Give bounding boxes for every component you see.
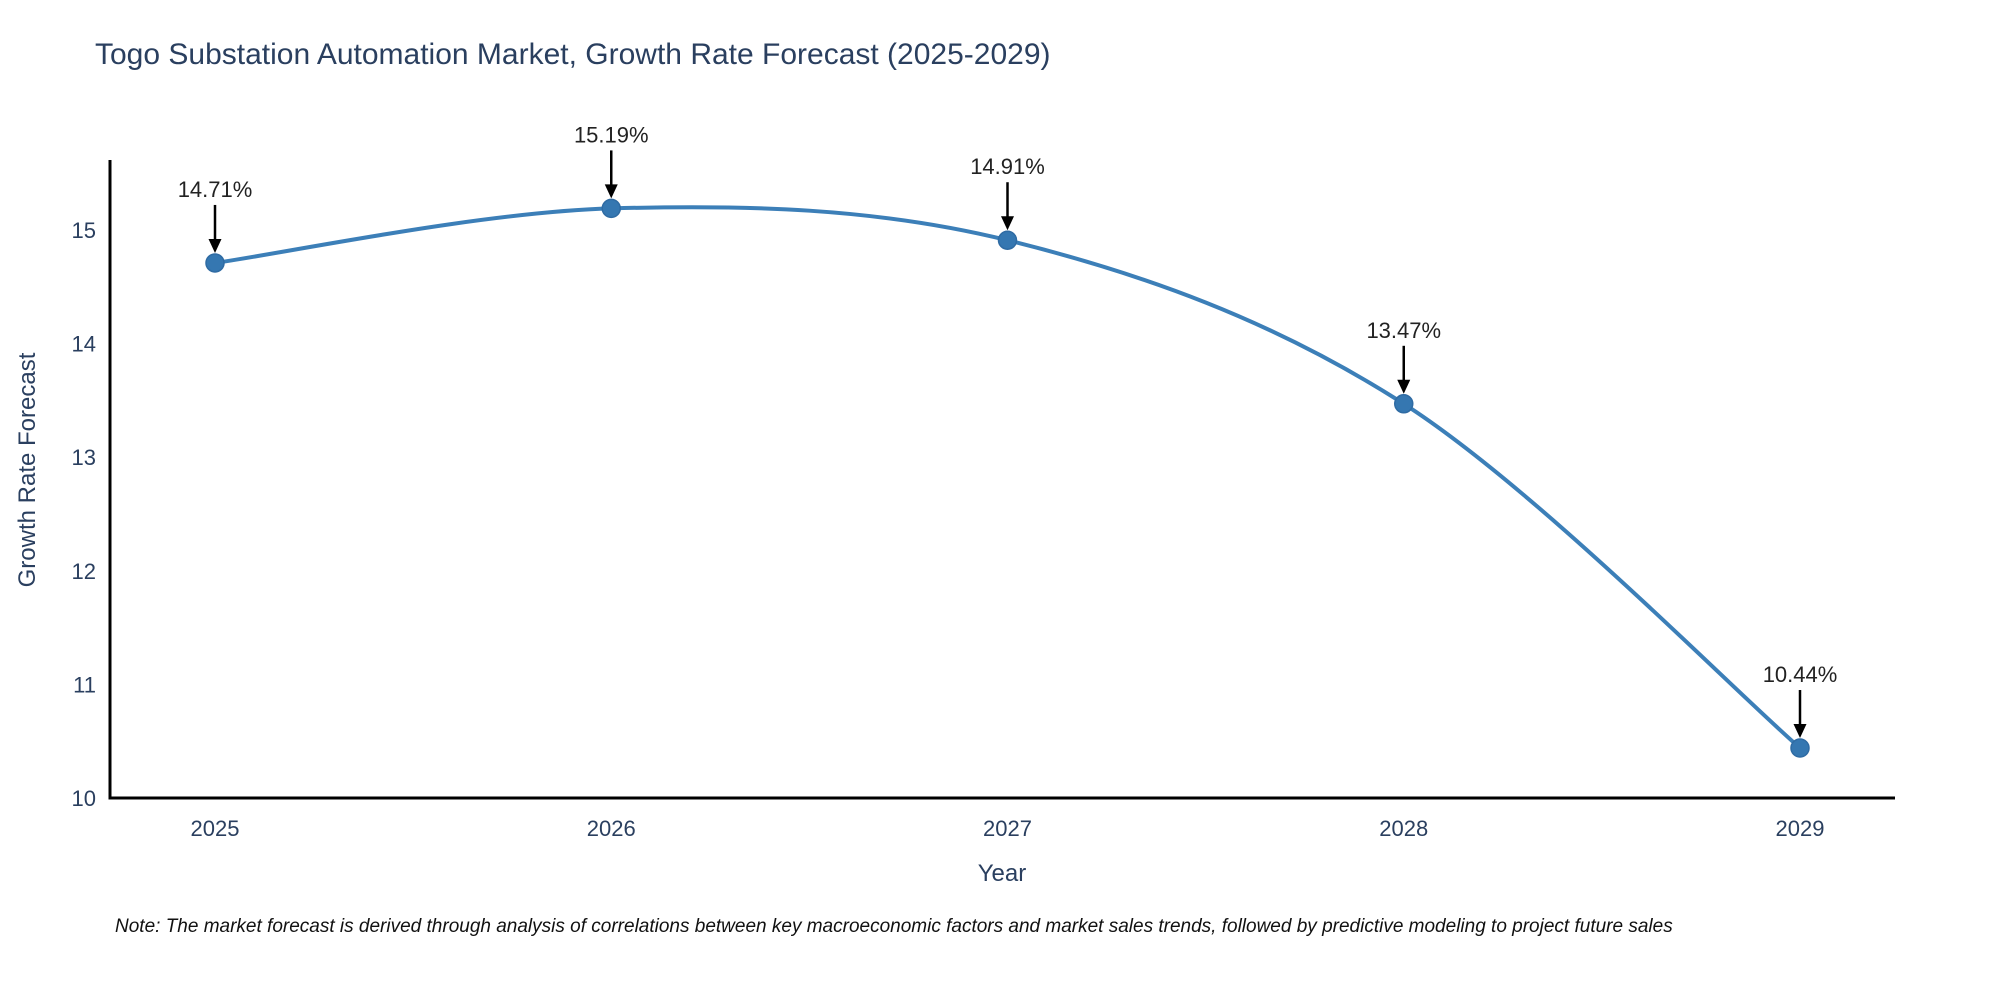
x-tick-label: 2025 <box>191 816 240 841</box>
x-tick-label: 2028 <box>1379 816 1428 841</box>
chart-title: Togo Substation Automation Market, Growt… <box>95 38 1051 71</box>
data-point-label: 13.47% <box>1366 318 1441 343</box>
y-tick-label: 10 <box>72 786 96 811</box>
data-point-label: 15.19% <box>574 122 649 147</box>
annotation-arrowhead <box>208 238 222 253</box>
annotation-arrowhead <box>1001 216 1014 231</box>
y-tick-label: 15 <box>72 218 96 243</box>
y-tick-label: 14 <box>72 332 96 357</box>
x-tick-label: 2029 <box>1776 816 1825 841</box>
data-point-marker[interactable] <box>1394 394 1414 414</box>
data-point-label: 10.44% <box>1763 662 1838 687</box>
footnote: Note: The market forecast is derived thr… <box>115 916 1673 937</box>
y-tick-label: 13 <box>72 445 96 470</box>
data-point-marker[interactable] <box>997 230 1018 250</box>
data-point-marker[interactable] <box>1790 738 1810 758</box>
annotation-arrowhead <box>1793 724 1807 739</box>
x-axis-title: Year <box>977 860 1027 887</box>
annotation-arrowhead <box>1397 379 1411 394</box>
y-tick-label: 12 <box>72 559 96 584</box>
data-point-marker[interactable] <box>601 198 621 219</box>
y-tick-label: 11 <box>73 672 96 697</box>
data-point-label: 14.71% <box>178 177 253 202</box>
annotation-arrowhead <box>604 184 618 199</box>
x-tick-label: 2026 <box>587 816 636 841</box>
data-point-label: 14.91% <box>970 154 1045 179</box>
y-axis-title: Growth Rate Forecast <box>14 352 41 588</box>
data-point-marker[interactable] <box>205 253 225 273</box>
x-tick-label: 2027 <box>983 816 1032 841</box>
trend-line <box>213 205 1802 751</box>
